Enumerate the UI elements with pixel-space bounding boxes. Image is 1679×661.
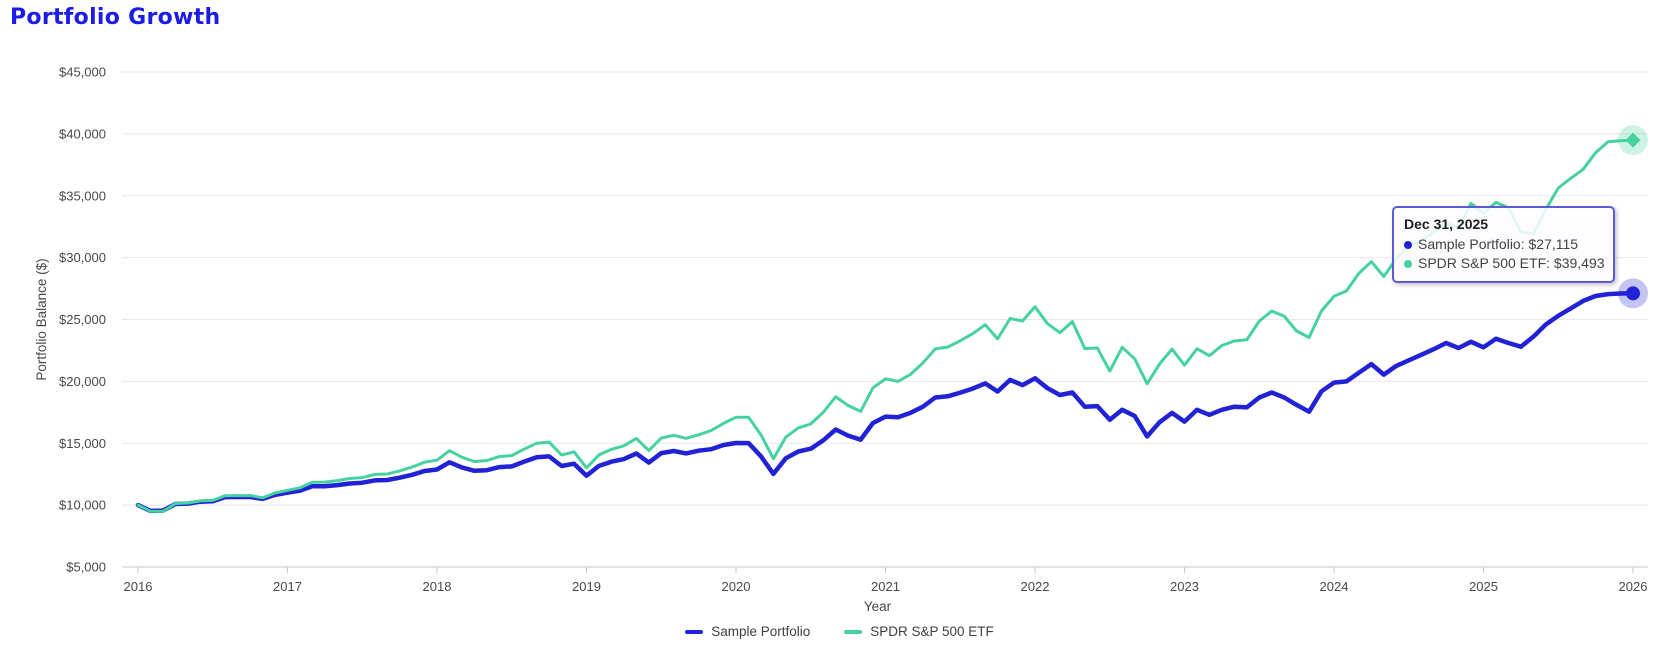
y-axis-tick-label: $20,000: [59, 374, 106, 389]
x-axis-tick-label: 2017: [273, 579, 302, 594]
legend-label: SPDR S&P 500 ETF: [870, 624, 994, 639]
y-axis-title: Portfolio Balance ($): [34, 258, 49, 380]
tooltip-date: Dec 31, 2025: [1404, 216, 1489, 232]
x-axis-tick-label: 2016: [124, 579, 153, 594]
end-marker-circle-icon[interactable]: [1626, 286, 1640, 301]
y-axis-tick-label: $15,000: [59, 436, 106, 451]
line-swatch-icon: [685, 629, 704, 634]
legend-item-sample-portfolio[interactable]: Sample Portfolio: [685, 624, 810, 639]
x-axis-tick-label: 2019: [572, 579, 601, 594]
x-axis-tick-label: 2026: [1619, 579, 1648, 594]
series-dot-icon: [1404, 259, 1412, 268]
tooltip-item-spdr-sp500: SPDR S&P 500 ETF: $39,493: [1404, 254, 1605, 273]
y-axis-tick-label: $30,000: [59, 250, 106, 265]
x-axis-tick-label: 2021: [871, 579, 900, 594]
x-axis-tick-label: 2022: [1021, 579, 1050, 594]
tooltip-item-text: SPDR S&P 500 ETF: $39,493: [1418, 255, 1605, 271]
x-axis-tick-label: 2025: [1469, 579, 1498, 594]
end-marker-diamond-icon[interactable]: [1625, 132, 1641, 148]
x-axis-tick-label: 2024: [1320, 579, 1349, 594]
tooltip-item-sample-portfolio: Sample Portfolio: $27,115: [1404, 235, 1603, 254]
legend-label: Sample Portfolio: [711, 624, 811, 639]
x-axis-tick-label: 2020: [722, 579, 751, 594]
chart-tooltip: Dec 31, 2025 Sample Portfolio: $27,115 S…: [1392, 206, 1615, 283]
y-axis-tick-label: $40,000: [59, 126, 106, 141]
line-swatch-icon: [844, 629, 863, 634]
x-axis-tick-label: 2023: [1170, 579, 1199, 594]
y-axis-tick-label: $45,000: [59, 65, 106, 80]
y-axis-tick-label: $10,000: [59, 498, 106, 513]
series-line-sample-portfolio[interactable]: [135, 291, 1636, 514]
y-axis-tick-label: $5,000: [66, 560, 106, 575]
legend-item-spdr-sp500[interactable]: SPDR S&P 500 ETF: [844, 624, 994, 639]
series-line-spdr-s-p-500-etf[interactable]: [136, 138, 1635, 513]
chart-legend: Sample Portfolio SPDR S&P 500 ETF: [0, 624, 1679, 639]
x-axis-tick-label: 2018: [423, 579, 452, 594]
y-axis-tick-label: $25,000: [59, 312, 106, 327]
x-axis-title: Year: [864, 599, 892, 614]
page-title: Portfolio Growth: [10, 5, 221, 30]
y-axis-tick-label: $35,000: [59, 188, 106, 203]
tooltip-item-text: Sample Portfolio: $27,115: [1418, 236, 1579, 252]
series-dot-icon: [1404, 240, 1412, 249]
